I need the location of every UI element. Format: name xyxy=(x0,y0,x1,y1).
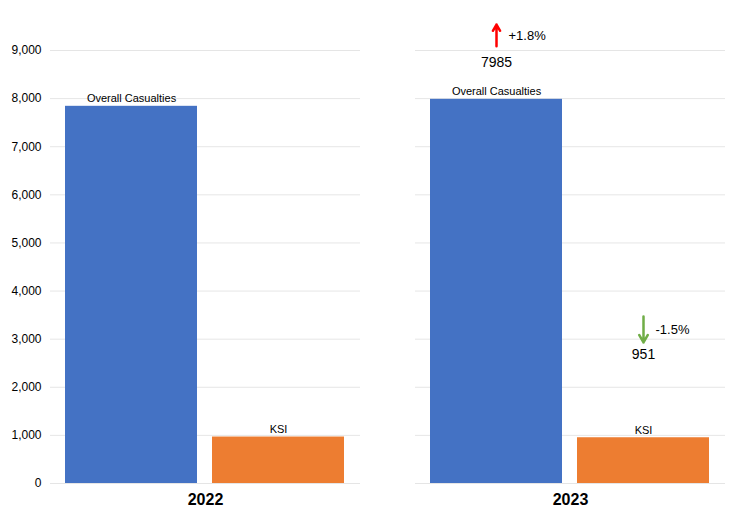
svg-text:951: 951 xyxy=(632,346,656,362)
svg-text:5,000: 5,000 xyxy=(11,236,41,250)
svg-text:6,000: 6,000 xyxy=(11,188,41,202)
svg-text:4,000: 4,000 xyxy=(11,284,41,298)
svg-text:9,000: 9,000 xyxy=(11,43,41,57)
svg-text:0: 0 xyxy=(35,476,42,490)
svg-text:KSI: KSI xyxy=(635,424,653,436)
svg-text:+1.8%: +1.8% xyxy=(509,28,547,43)
svg-text:Overall Casualties: Overall Casualties xyxy=(87,92,177,104)
svg-text:Overall Casualties: Overall Casualties xyxy=(452,85,542,97)
svg-text:-1.5%: -1.5% xyxy=(656,322,690,337)
svg-text:KSI: KSI xyxy=(270,423,288,435)
svg-text:3,000: 3,000 xyxy=(11,332,41,346)
svg-text:1,000: 1,000 xyxy=(11,428,41,442)
svg-text:7,000: 7,000 xyxy=(11,140,41,154)
svg-text:2022: 2022 xyxy=(188,491,224,508)
svg-text:2023: 2023 xyxy=(553,491,589,508)
svg-text:2,000: 2,000 xyxy=(11,380,41,394)
svg-text:7985: 7985 xyxy=(481,54,512,70)
svg-text:8,000: 8,000 xyxy=(11,91,41,105)
